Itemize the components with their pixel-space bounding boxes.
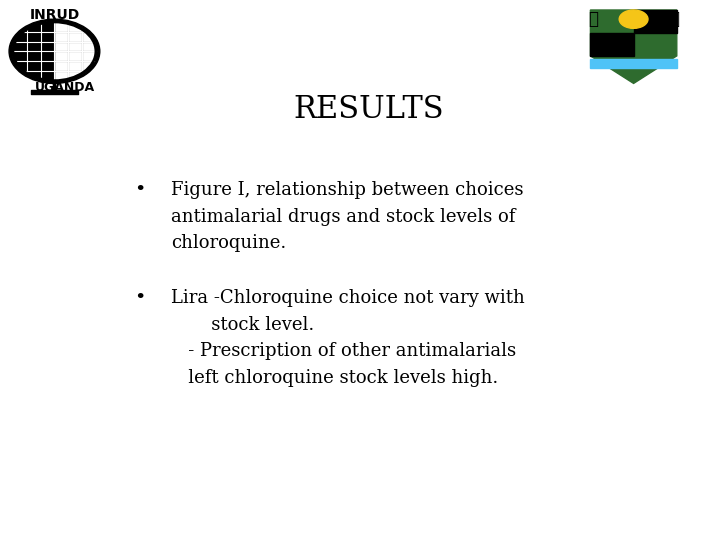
Text: UGANDA: UGANDA	[35, 80, 95, 93]
Text: 🦤: 🦤	[588, 10, 598, 28]
Text: 🦤: 🦤	[669, 10, 679, 28]
Circle shape	[619, 10, 648, 28]
Polygon shape	[590, 10, 677, 84]
Text: •: •	[135, 289, 146, 307]
Polygon shape	[634, 10, 677, 33]
Wedge shape	[13, 22, 55, 80]
Circle shape	[9, 19, 100, 84]
Text: RESULTS: RESULTS	[294, 94, 444, 125]
Circle shape	[13, 22, 96, 80]
Text: •: •	[135, 181, 146, 199]
Text: INRUD: INRUD	[30, 8, 79, 22]
Polygon shape	[590, 33, 634, 56]
Polygon shape	[590, 59, 677, 68]
Text: Lira -Chloroquine choice not vary with
       stock level.
   - Prescription of : Lira -Chloroquine choice not vary with s…	[171, 289, 525, 387]
Text: Figure I, relationship between choices
antimalarial drugs and stock levels of
ch: Figure I, relationship between choices a…	[171, 181, 523, 252]
